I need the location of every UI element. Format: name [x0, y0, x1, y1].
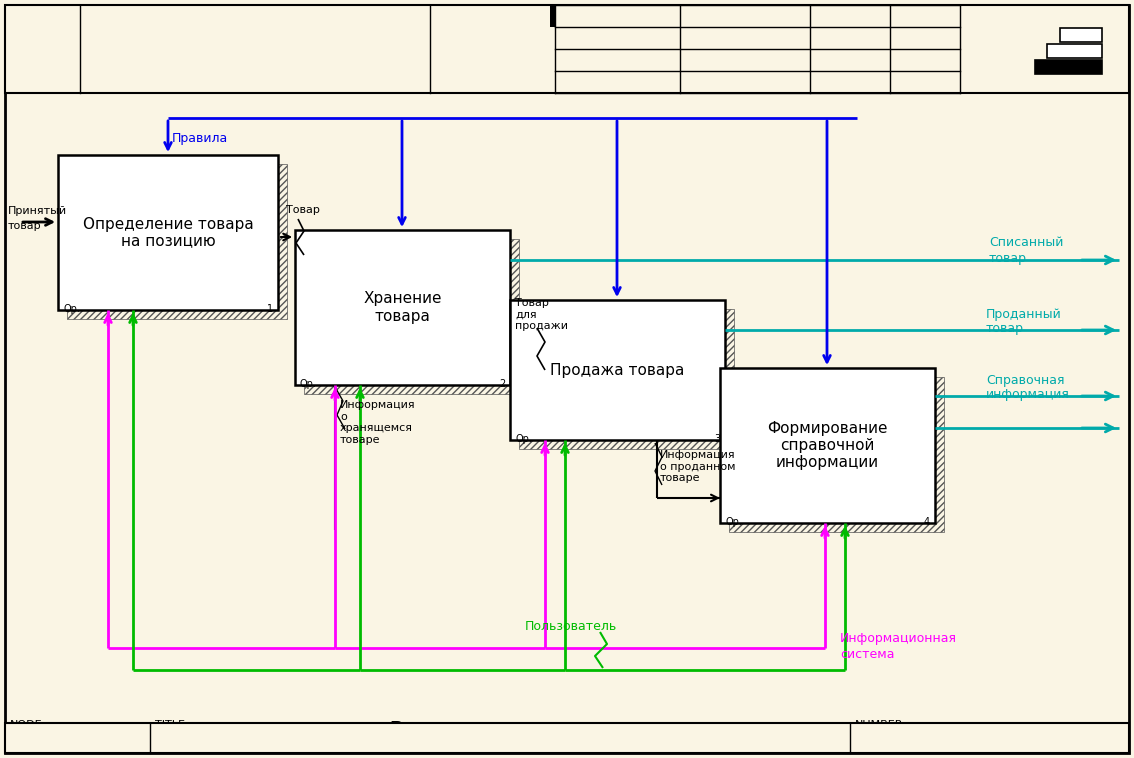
- Text: информация: информация: [985, 388, 1069, 401]
- Text: WORKING: WORKING: [558, 8, 607, 18]
- Bar: [295, 230, 510, 385]
- Text: READER: READER: [683, 8, 723, 18]
- Text: 3: 3: [714, 434, 720, 444]
- Text: Хранение: Хранение: [363, 292, 442, 306]
- Text: Проданный: Проданный: [985, 308, 1061, 321]
- Text: Правила: Правила: [172, 132, 228, 145]
- Bar: [729, 377, 943, 532]
- Text: NODE:: NODE:: [10, 720, 46, 730]
- Text: REV:  22.12.2009: REV: 22.12.2009: [435, 24, 519, 34]
- Text: Op.: Op.: [64, 304, 79, 314]
- Text: Op.: Op.: [515, 434, 532, 444]
- Text: Товар: Товар: [286, 205, 320, 215]
- Text: Реализация товара: Реализация товара: [390, 720, 590, 738]
- Text: Определение товара: Определение товара: [83, 217, 253, 231]
- Bar: [58, 155, 278, 310]
- Text: справочной: справочной: [780, 438, 874, 453]
- Text: товар: товар: [985, 322, 1024, 335]
- Bar: [519, 309, 734, 449]
- Text: Пользователь: Пользователь: [525, 620, 617, 633]
- Text: NOTES: 1 2 3 4 5 6 7 8 9 10: NOTES: 1 2 3 4 5 6 7 8 9 10: [85, 68, 220, 78]
- Text: 2: 2: [499, 379, 505, 389]
- Text: Op.: Op.: [725, 517, 742, 527]
- Text: товара: товара: [374, 309, 431, 324]
- Text: CONTEXT:: CONTEXT:: [963, 8, 1012, 18]
- Text: AUTHOR:: AUTHOR:: [85, 8, 129, 18]
- Text: Op.: Op.: [301, 379, 316, 389]
- Text: 4: 4: [924, 517, 930, 527]
- Text: DRAFT: DRAFT: [558, 30, 590, 40]
- Text: Формирование: Формирование: [768, 421, 888, 436]
- Bar: [550, 5, 556, 27]
- Bar: [1047, 44, 1102, 58]
- Text: NUMBER:: NUMBER:: [855, 720, 907, 730]
- Text: Принятый: Принятый: [8, 206, 67, 216]
- Bar: [5, 723, 1129, 753]
- Text: DATE: 16.12.2009: DATE: 16.12.2009: [435, 8, 522, 18]
- Text: информации: информации: [776, 455, 879, 470]
- Text: A0: A0: [1084, 74, 1097, 84]
- Text: на позицию: на позицию: [120, 233, 215, 249]
- Bar: [67, 164, 287, 319]
- Bar: [1060, 28, 1102, 42]
- Text: TITLE:: TITLE:: [155, 720, 188, 730]
- Text: товар: товар: [8, 221, 42, 231]
- Text: Списанный: Списанный: [989, 236, 1064, 249]
- Text: Продажа товара: Продажа товара: [550, 362, 685, 377]
- Bar: [1035, 60, 1102, 74]
- Text: PUBLICATION: PUBLICATION: [558, 74, 623, 84]
- Bar: [510, 300, 725, 440]
- Text: USED AT:: USED AT:: [8, 8, 52, 18]
- Text: 1: 1: [266, 304, 273, 314]
- Text: Справочная: Справочная: [985, 374, 1065, 387]
- Text: Товар
для
продажи: Товар для продажи: [515, 298, 568, 331]
- Text: PROJECT:  бакалейная лавка: PROJECT: бакалейная лавка: [85, 24, 229, 34]
- Text: товар: товар: [989, 252, 1027, 265]
- Text: RECOMMENDED: RECOMMENDED: [558, 52, 637, 62]
- Bar: [720, 368, 936, 523]
- Text: система: система: [840, 648, 895, 661]
- Text: Информация
о проданном
товаре: Информация о проданном товаре: [660, 450, 736, 483]
- Text: Информация
о
хранящемся
товаре: Информация о хранящемся товаре: [340, 400, 416, 445]
- Text: Информационная: Информационная: [840, 632, 957, 645]
- Text: DATE: DATE: [813, 8, 838, 18]
- Bar: [304, 239, 519, 394]
- Bar: [5, 5, 1129, 93]
